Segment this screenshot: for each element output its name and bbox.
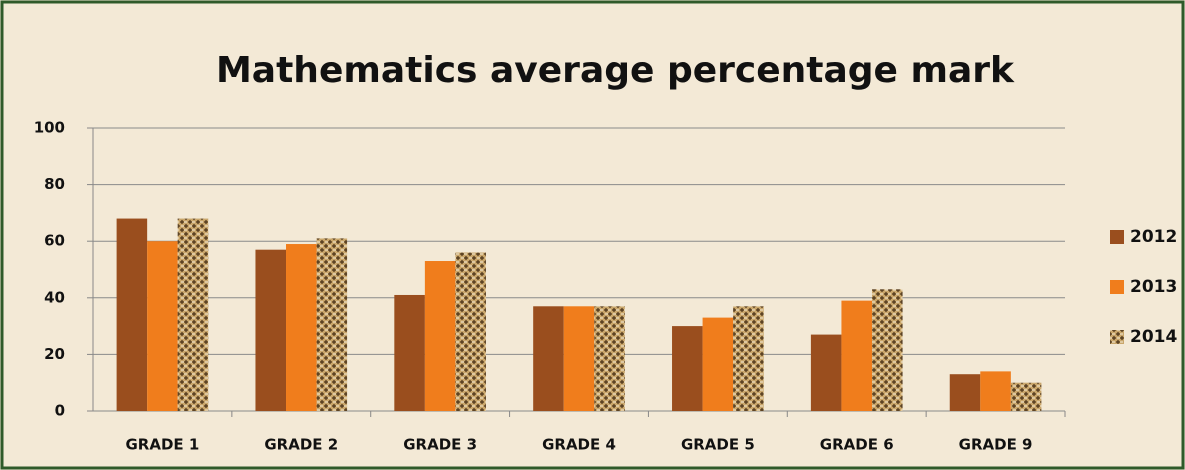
y-tick-label: 60 xyxy=(44,232,65,250)
y-tick-label: 80 xyxy=(44,175,65,193)
legend-swatch xyxy=(1110,330,1124,344)
y-tick-label: 20 xyxy=(44,345,65,363)
x-tick-label: GRADE 2 xyxy=(264,436,338,454)
x-tick-label: GRADE 5 xyxy=(681,436,755,454)
bar xyxy=(424,261,456,411)
y-tick-label: 40 xyxy=(44,288,65,306)
bar xyxy=(841,300,872,411)
x-tick-label: GRADE 4 xyxy=(542,436,616,454)
legend-label: 2014 xyxy=(1130,327,1177,347)
y-tick-label: 0 xyxy=(55,402,65,420)
bar xyxy=(394,294,425,411)
legend-swatch xyxy=(1110,280,1124,294)
legend-swatch xyxy=(1110,230,1124,244)
bar xyxy=(871,289,903,411)
bar xyxy=(672,326,703,411)
bar xyxy=(702,317,734,411)
bar xyxy=(177,218,209,411)
bar xyxy=(1010,382,1042,411)
bar xyxy=(594,306,625,411)
bar xyxy=(949,374,981,411)
chart-title: Mathematics average percentage mark xyxy=(216,50,1015,91)
x-tick-label: GRADE 1 xyxy=(126,436,200,454)
y-tick-label: 100 xyxy=(34,119,65,137)
x-tick-label: GRADE 6 xyxy=(820,436,894,454)
bar xyxy=(810,334,842,411)
x-tick-label: GRADE 9 xyxy=(959,436,1033,454)
bar xyxy=(455,252,486,411)
bar xyxy=(563,306,595,411)
bar xyxy=(116,218,148,411)
bar xyxy=(533,306,564,411)
bar xyxy=(316,238,348,411)
legend-label: 2012 xyxy=(1130,227,1177,247)
x-tick-label: GRADE 3 xyxy=(403,436,477,454)
legend-label: 2013 xyxy=(1130,277,1177,297)
bar xyxy=(733,306,764,411)
bar xyxy=(255,249,287,411)
bar xyxy=(286,244,317,411)
bar xyxy=(147,241,178,411)
bar xyxy=(980,371,1011,411)
